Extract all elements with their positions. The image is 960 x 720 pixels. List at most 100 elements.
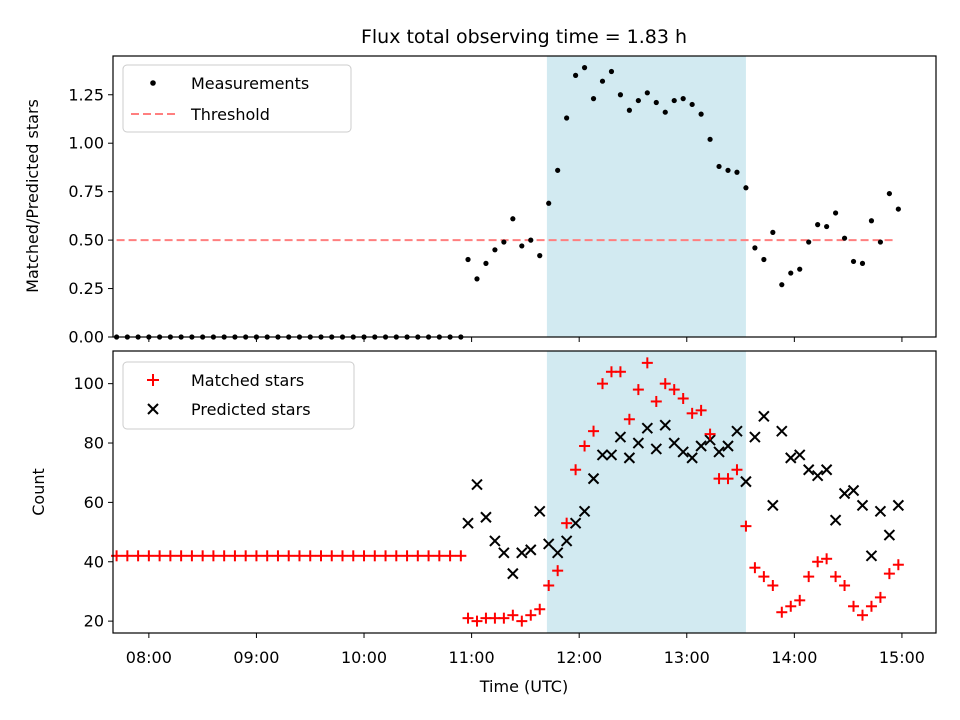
measurement-point xyxy=(779,282,785,288)
matched-stars-point xyxy=(326,550,338,562)
legend-marker-predicted xyxy=(147,403,159,415)
x-tick-label: 08:00 xyxy=(126,648,172,667)
matched-stars-point xyxy=(883,568,895,580)
matched-stars-point xyxy=(175,550,187,562)
measurement-point xyxy=(707,136,713,142)
matched-stars-point xyxy=(337,550,349,562)
chart-title: Flux total observing time = 1.83 h xyxy=(361,26,687,48)
predicted-stars-point xyxy=(695,440,707,452)
matched-stars-point xyxy=(197,550,209,562)
predicted-stars-point xyxy=(686,452,698,464)
measurement-point xyxy=(680,96,686,102)
bottom-panel-x-ticks: 08:00 09:00 10:00 11:00 12:00 13:00 14:00 15:00 xyxy=(126,633,925,667)
measurement-point xyxy=(698,111,704,117)
matched-stars-point xyxy=(758,571,770,583)
predicted-stars-point xyxy=(713,446,725,458)
matched-stars-point xyxy=(623,413,635,425)
measurement-point xyxy=(555,167,561,173)
matched-stars-point xyxy=(304,550,316,562)
matched-stars-point xyxy=(143,550,155,562)
predicted-stars-point xyxy=(722,440,734,452)
matched-stars-point xyxy=(433,550,445,562)
measurement-point xyxy=(581,65,588,71)
matched-stars-point xyxy=(722,473,734,485)
predicted-stars-point xyxy=(462,517,474,529)
matched-stars-point xyxy=(848,600,860,612)
matched-stars-point xyxy=(596,378,608,390)
predicted-stars-point xyxy=(489,535,501,547)
matched-stars-point xyxy=(283,550,295,562)
matched-stars-point xyxy=(740,520,752,532)
y-tick-label: 0.25 xyxy=(68,279,104,298)
matched-stars-point xyxy=(121,550,133,562)
matched-stars-point xyxy=(534,603,546,615)
predicted-stars-point xyxy=(704,434,716,446)
predicted-stars-point xyxy=(623,452,636,464)
measurement-point xyxy=(492,247,498,253)
predicted-stars-point xyxy=(740,475,752,488)
measurement-point xyxy=(895,206,901,212)
predicted-stars-point xyxy=(731,425,743,437)
measurement-point xyxy=(519,243,525,249)
measurement-point xyxy=(788,270,794,276)
y-tick-label: 100 xyxy=(73,374,104,393)
legend-label-threshold: Threshold xyxy=(190,105,270,124)
predicted-stars-point xyxy=(471,478,483,491)
matched-stars-point xyxy=(632,384,644,396)
matched-stars-point xyxy=(401,550,413,562)
matched-stars-point xyxy=(830,571,842,583)
legend-marker-measurements xyxy=(150,80,156,86)
measurement-point xyxy=(868,218,875,224)
matched-stars-point xyxy=(293,550,305,562)
matched-stars-point xyxy=(218,550,230,562)
measurement-point xyxy=(806,239,812,245)
matched-stars-point xyxy=(659,378,671,390)
matched-stars-point xyxy=(552,565,564,577)
predicted-stars-point xyxy=(542,538,555,550)
top-panel-marks xyxy=(113,65,901,340)
matched-stars-point xyxy=(892,559,904,571)
matched-stars-point xyxy=(525,609,537,621)
matched-stars-point xyxy=(272,550,284,562)
matched-stars-point xyxy=(462,612,474,624)
matched-stars-point xyxy=(261,550,273,562)
matched-stars-point xyxy=(767,580,779,592)
measurement-point xyxy=(644,90,650,96)
predicted-stars-point xyxy=(776,425,788,437)
predicted-stars-point xyxy=(632,437,645,449)
predicted-stars-point xyxy=(659,419,671,431)
matched-stars-point xyxy=(423,550,435,562)
measurement-point xyxy=(501,239,507,245)
observing-window-shade-top xyxy=(546,56,746,337)
matched-stars-point xyxy=(229,550,241,562)
predicted-stars-point xyxy=(507,567,519,580)
top-panel-y-ticks: 0.00 0.25 0.50 0.75 1.00 1.25 xyxy=(68,85,113,347)
matched-stars-point xyxy=(315,550,327,562)
matched-stars-point xyxy=(507,609,519,621)
predicted-stars-point xyxy=(569,517,582,529)
matched-stars-point xyxy=(186,550,198,562)
matched-stars-point xyxy=(776,606,788,618)
measurement-point xyxy=(815,222,821,228)
top-legend: Measurements Threshold xyxy=(122,64,352,133)
matched-stars-point xyxy=(588,425,600,437)
predicted-stars-point xyxy=(856,499,869,512)
matched-stars-point xyxy=(641,357,653,369)
measurement-point xyxy=(483,260,489,266)
measurement-point xyxy=(537,253,543,259)
legend-label-matched: Matched stars xyxy=(191,371,304,390)
matched-stars-point xyxy=(561,517,573,529)
x-tick-label: 13:00 xyxy=(664,648,710,667)
matched-stars-point xyxy=(358,550,370,562)
predicted-stars-point xyxy=(578,505,591,518)
top-panel-x-ticks xyxy=(148,337,903,342)
matched-stars-point xyxy=(250,550,262,562)
measurement-point xyxy=(653,99,659,106)
predicted-stars-point xyxy=(874,505,887,518)
measurement-point xyxy=(752,245,758,251)
predicted-stars-point xyxy=(767,499,779,512)
matched-stars-point xyxy=(874,591,886,603)
predicted-stars-point xyxy=(677,446,689,458)
matched-stars-point xyxy=(164,550,176,562)
